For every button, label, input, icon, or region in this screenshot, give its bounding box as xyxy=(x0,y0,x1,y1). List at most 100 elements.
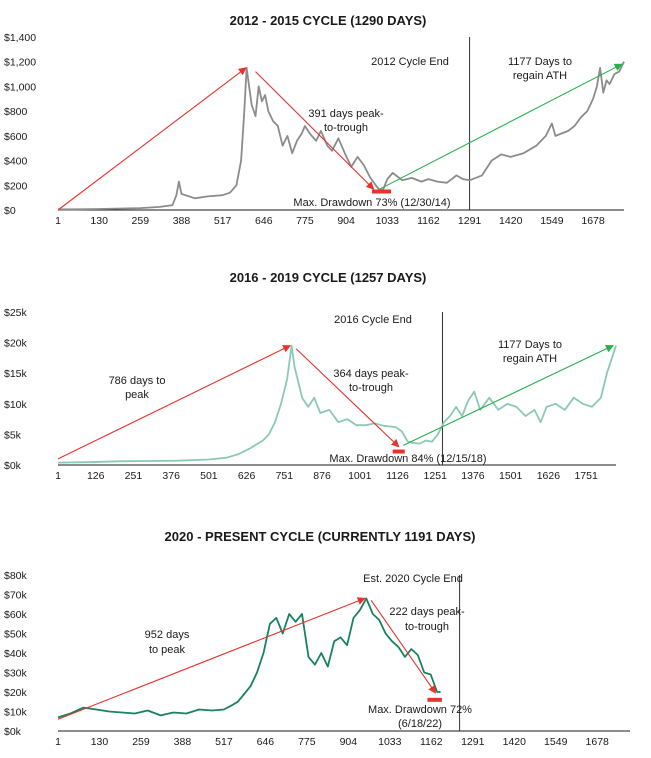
x-tick-label: 1549 xyxy=(544,736,568,748)
y-tick-label: $10k xyxy=(4,707,28,719)
x-tick-label: 126 xyxy=(87,470,105,482)
days-to-peak-label-line1: 952 days xyxy=(145,629,190,641)
max-drawdown-label: Max. Drawdown 73% (12/30/14) xyxy=(293,197,450,209)
x-tick-label: 646 xyxy=(257,736,275,748)
x-tick-label: 130 xyxy=(91,736,109,748)
x-tick-label: 904 xyxy=(337,215,355,227)
chart-title: 2012 - 2015 CYCLE (1290 DAYS) xyxy=(230,13,427,28)
y-tick-label: $800 xyxy=(4,106,28,118)
y-tick-label: $60k xyxy=(4,609,28,621)
series-layer xyxy=(57,575,461,731)
x-tick-label: 1501 xyxy=(499,470,523,482)
x-tick-label: 1033 xyxy=(376,215,400,227)
y-tick-label: $1,000 xyxy=(4,81,36,93)
x-tick-label: 1033 xyxy=(378,736,402,748)
max-drawdown-label-line1: Max. Drawdown 72% xyxy=(368,704,472,716)
x-tick-label: 517 xyxy=(214,215,232,227)
annotation-layer: 2016 Cycle End 1177 Days to regain ATH 7… xyxy=(109,314,562,465)
x-tick-label: 1678 xyxy=(586,736,610,748)
x-tick-label: 259 xyxy=(132,215,150,227)
y-tick-label: $30k xyxy=(4,668,28,680)
red-arrow xyxy=(57,67,247,211)
green-arrow xyxy=(403,345,614,446)
x-tick-label: 1001 xyxy=(348,470,372,482)
x-tick-label: 876 xyxy=(313,470,331,482)
x-tick-label: 1420 xyxy=(499,215,523,227)
days-to-peak-label-line2: peak xyxy=(125,389,149,401)
y-tick-label: $15k xyxy=(4,368,28,380)
chart-title: 2020 - PRESENT CYCLE (CURRENTLY 1191 DAY… xyxy=(165,529,476,544)
y-tick-label: $600 xyxy=(4,131,28,143)
regain-ath-label-line2: regain ATH xyxy=(513,70,567,82)
x-tick-label: 1420 xyxy=(503,736,527,748)
green-arrow xyxy=(379,63,623,190)
red-arrow xyxy=(255,71,375,190)
x-tick-label: 501 xyxy=(200,470,218,482)
annotation-layer: 2012 Cycle End 1177 Days to regain ATH 3… xyxy=(293,56,572,209)
cycle-end-label: Est. 2020 Cycle End xyxy=(363,573,463,585)
x-axis-ticks: 1 130 259 388 517 646 775 904 1033 1162 1291 1420 15… xyxy=(55,730,630,748)
y-axis-ticks: $0k $5k $10k $15k $20k $25k xyxy=(4,307,28,472)
y-tick-label: $1,400 xyxy=(4,32,36,44)
x-tick-label: 626 xyxy=(238,470,256,482)
x-tick-label: 751 xyxy=(276,470,294,482)
red-arrow xyxy=(370,600,437,694)
x-tick-label: 775 xyxy=(298,736,316,748)
x-tick-label: 1376 xyxy=(461,470,485,482)
y-tick-label: $25k xyxy=(4,307,28,319)
days-to-peak-label-line1: 786 days to xyxy=(109,375,166,387)
x-tick-label: 1126 xyxy=(386,470,409,482)
cycle-end-label: 2016 Cycle End xyxy=(334,314,412,326)
peak-to-trough-label-line2: to-trough xyxy=(349,382,393,394)
x-tick-label: 251 xyxy=(125,470,143,482)
y-axis-ticks: $0 $200 $400 $600 $800 $1,000 $1,200 $1,400 xyxy=(4,32,36,217)
days-to-peak-label-line2: to peak xyxy=(149,644,186,656)
x-tick-label: 388 xyxy=(174,736,192,748)
x-tick-label: 130 xyxy=(90,215,108,227)
peak-to-trough-label-line2: to-trough xyxy=(324,122,368,134)
panel-2012-cycle: 2012 - 2015 CYCLE (1290 DAYS) $0 $200 $400… xyxy=(4,13,625,227)
regain-ath-label-line1: 1177 Days to xyxy=(508,56,572,68)
x-tick-label: 259 xyxy=(132,736,150,748)
x-tick-label: 904 xyxy=(340,736,358,748)
y-tick-label: $80k xyxy=(4,570,28,582)
x-tick-label: 1 xyxy=(55,736,61,748)
x-tick-label: 376 xyxy=(162,470,180,482)
x-tick-label: 1162 xyxy=(420,736,443,748)
x-tick-label: 1678 xyxy=(581,215,605,227)
red-arrow xyxy=(57,597,366,720)
y-tick-label: $20k xyxy=(4,687,28,699)
annotation-layer: Est. 2020 Cycle End 952 days to peak 222… xyxy=(145,573,473,730)
x-tick-label: 388 xyxy=(173,215,191,227)
x-tick-label: 1291 xyxy=(461,736,485,748)
x-tick-label: 1626 xyxy=(537,470,561,482)
y-tick-label: $0k xyxy=(4,460,22,472)
x-tick-label: 775 xyxy=(296,215,314,227)
x-tick-label: 646 xyxy=(255,215,273,227)
arrow-layer xyxy=(57,345,614,460)
y-axis-ticks: $0k $10k $20k $30k $40k $50k $60k $70k $80k xyxy=(4,570,28,738)
panel-2016-cycle: 2016 - 2019 CYCLE (1257 DAYS) $0k $5k $10k… xyxy=(4,270,617,482)
peak-to-trough-label-line2: to-trough xyxy=(405,621,449,633)
max-drawdown-label: Max. Drawdown 84% (12/15/18) xyxy=(329,453,486,465)
series-layer xyxy=(57,312,617,465)
x-tick-label: 1 xyxy=(55,215,61,227)
y-tick-label: $5k xyxy=(4,429,22,441)
regain-ath-label-line2: regain ATH xyxy=(503,353,557,365)
peak-to-trough-label-line1: 364 days peak- xyxy=(333,368,409,380)
y-tick-label: $10k xyxy=(4,399,28,411)
red-arrow xyxy=(295,348,400,448)
regain-ath-label-line1: 1177 Days to xyxy=(498,339,562,351)
x-tick-label: 1291 xyxy=(458,215,482,227)
x-tick-label: 1549 xyxy=(540,215,564,227)
x-axis-ticks: 1 126 251 376 501 626 751 876 1001 1126 1251 1376 15… xyxy=(55,464,616,482)
arrow-layer xyxy=(57,63,623,211)
red-arrow xyxy=(57,345,291,460)
price-series-line xyxy=(57,344,617,464)
x-tick-label: 1251 xyxy=(424,470,448,482)
x-tick-label: 1751 xyxy=(574,470,598,482)
x-tick-label: 517 xyxy=(215,736,233,748)
price-series-line xyxy=(57,597,441,719)
y-tick-label: $70k xyxy=(4,590,28,602)
